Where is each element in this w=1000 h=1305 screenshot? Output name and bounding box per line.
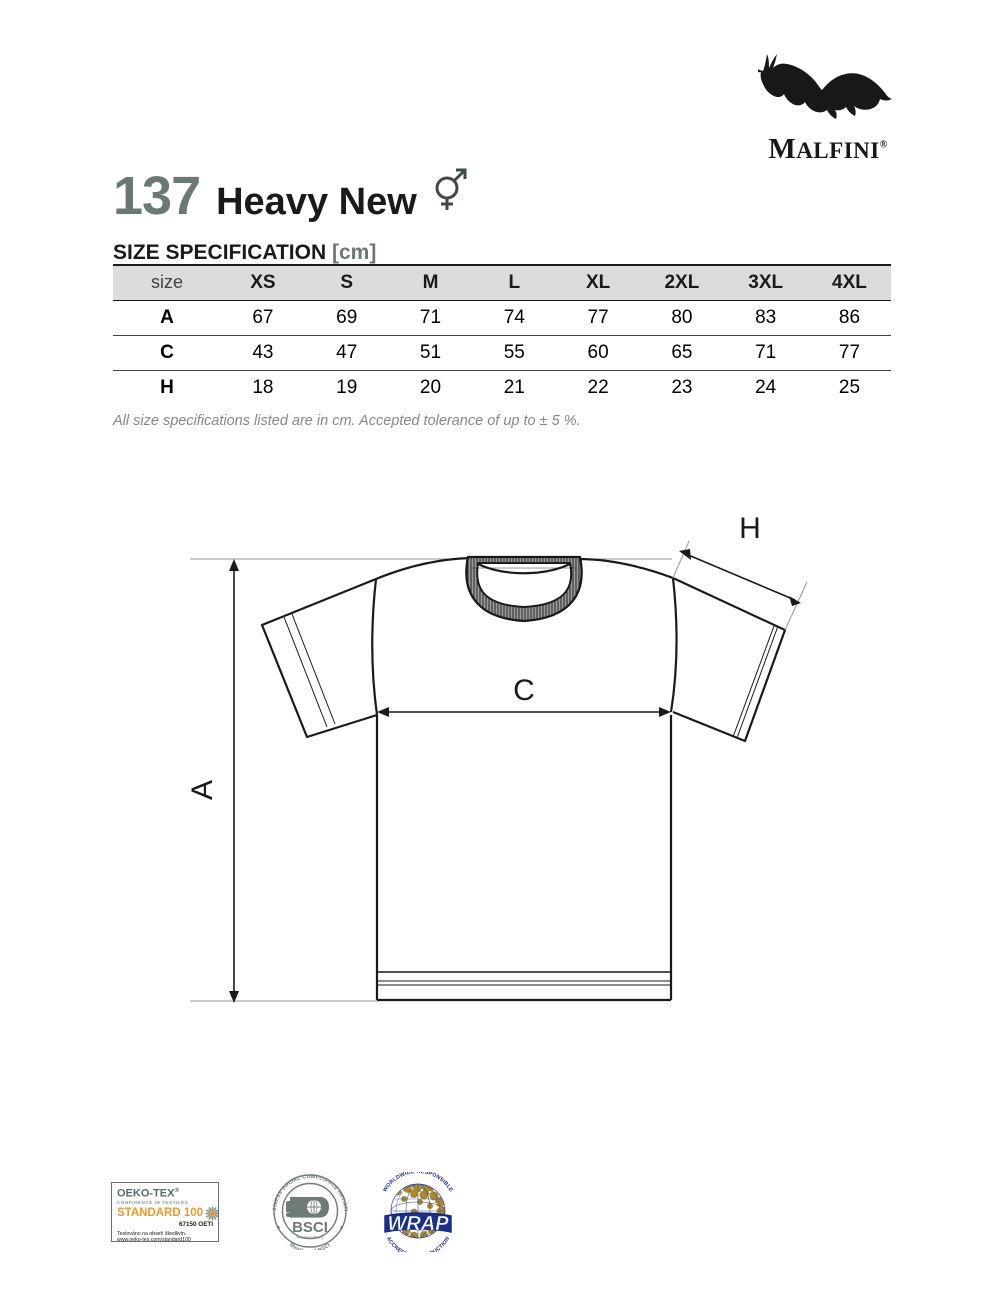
svg-text:www.bsci-intl.org: www.bsci-intl.org <box>297 1236 324 1240</box>
svg-text:BSCI: BSCI <box>292 1219 328 1236</box>
svg-text:WRAP: WRAP <box>387 1213 449 1235</box>
svg-text:H: H <box>739 512 761 545</box>
svg-text:A: A <box>186 780 219 800</box>
svg-text:C: C <box>513 674 535 707</box>
